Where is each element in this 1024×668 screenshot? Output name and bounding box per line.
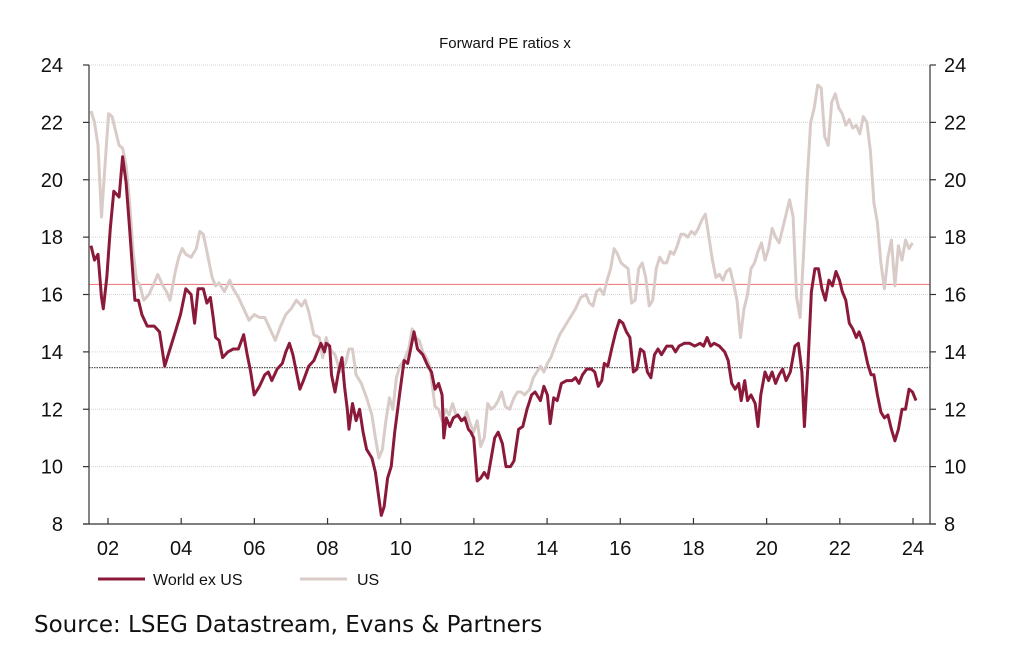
y-tick-label: 16 — [41, 285, 63, 307]
x-tick-label: 16 — [609, 538, 631, 560]
series-group — [89, 83, 918, 517]
chart-title: Forward PE ratios x — [439, 35, 571, 52]
series-line-world-ex-us — [89, 155, 918, 517]
legend-label-us: US — [357, 572, 379, 589]
y-tick-label: 22 — [41, 112, 63, 134]
x-tick-label: 02 — [97, 538, 119, 560]
y-tick-label: 20 — [41, 170, 63, 192]
y-tick-label: 14 — [944, 342, 966, 364]
legend-label-world-ex-us: World ex US — [153, 572, 243, 589]
x-tick-label: 22 — [829, 538, 851, 560]
y-tick-label: 12 — [41, 399, 63, 421]
x-tick-label: 08 — [316, 538, 338, 560]
x-tick-label: 12 — [463, 538, 485, 560]
y-tick-label: 10 — [944, 457, 966, 479]
y-tick-label: 24 — [944, 55, 966, 77]
y-tick-label: 8 — [52, 514, 63, 536]
y-tick-label: 18 — [41, 227, 63, 249]
x-tick-label: 24 — [902, 538, 924, 560]
y-axis-right: 8 10 12 14 16 18 20 22 24 — [930, 55, 966, 536]
x-tick-label: 10 — [390, 538, 412, 560]
x-tick-label: 18 — [682, 538, 704, 560]
y-tick-label: 8 — [944, 514, 955, 536]
x-tick-label: 14 — [536, 538, 558, 560]
y-tick-label: 10 — [41, 457, 63, 479]
y-tick-label: 22 — [944, 112, 966, 134]
legend: World ex US US — [98, 572, 379, 589]
y-tick-label: 24 — [41, 55, 63, 77]
x-axis: 02 04 06 08 10 12 14 16 18 20 22 24 — [97, 518, 924, 560]
y-tick-label: 16 — [944, 285, 966, 307]
x-tick-label: 06 — [243, 538, 265, 560]
x-tick-label: 20 — [756, 538, 778, 560]
x-tick-label: 04 — [170, 538, 192, 560]
series-line-us — [89, 83, 914, 460]
source-note: Source: LSEG Datastream, Evans & Partner… — [34, 612, 543, 638]
y-axis-left: 8 10 12 14 16 18 20 22 24 — [41, 55, 89, 536]
y-tick-label: 12 — [944, 399, 966, 421]
y-tick-label: 14 — [41, 342, 63, 364]
y-tick-label: 20 — [944, 170, 966, 192]
y-tick-label: 18 — [944, 227, 966, 249]
